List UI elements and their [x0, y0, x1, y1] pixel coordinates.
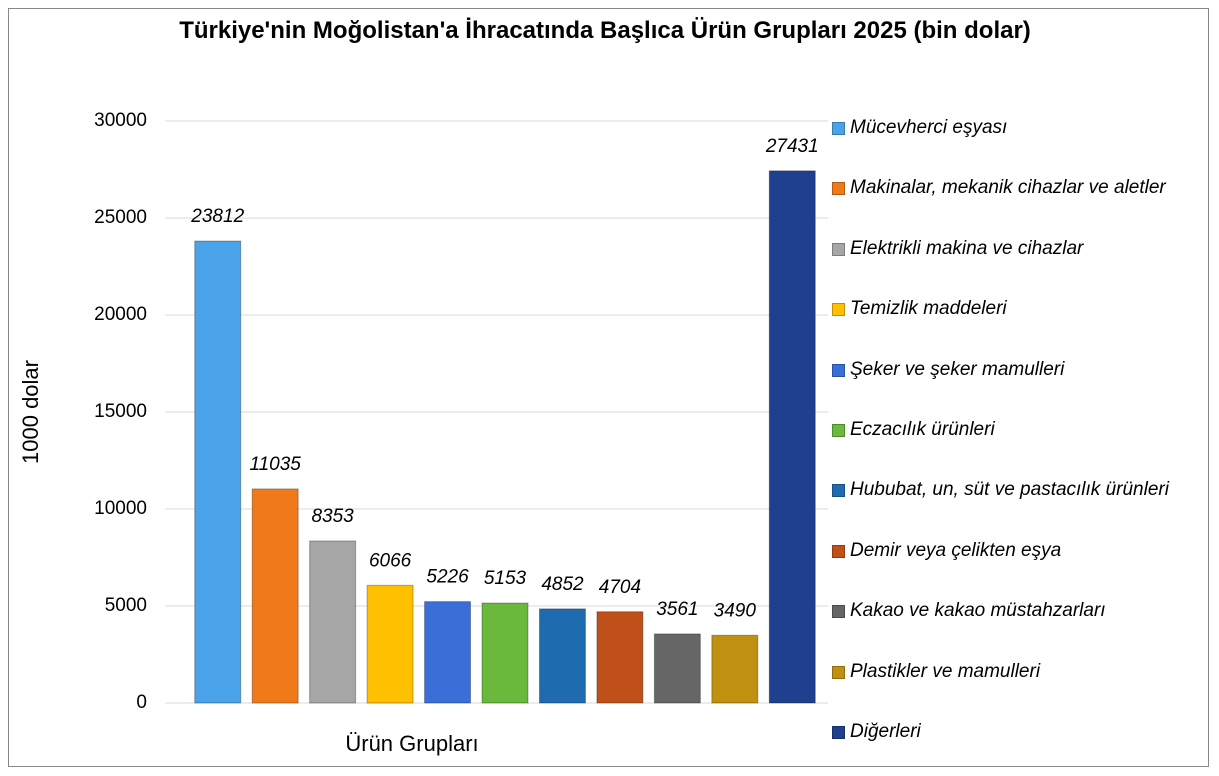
legend-swatch [832, 182, 845, 196]
bar [481, 602, 529, 704]
legend-label: Demir veya çelikten eşya [850, 539, 1062, 561]
legend-label: Şeker ve şeker mamulleri [850, 358, 1065, 380]
bar [768, 170, 816, 704]
legend-swatch [832, 725, 845, 739]
frame [8, 8, 1209, 767]
data-label: 4704 [599, 577, 641, 598]
legend-label: Eczacılık ürünleri [850, 418, 995, 440]
y-tick-label: 15000 [94, 401, 147, 422]
data-label: 4852 [541, 574, 584, 595]
legend-label: Plastikler ve mamulleri [850, 660, 1041, 682]
chart-title: Türkiye'nin Moğolistan'a İhracatında Baş… [179, 17, 1031, 44]
legend-item: Elektrikli makina ve cihazlar [832, 237, 1192, 261]
data-label: 11035 [249, 454, 301, 475]
data-label: 5153 [484, 568, 527, 589]
legend-label: Diğerleri [850, 720, 921, 742]
legend-swatch [832, 242, 845, 256]
y-tick-label: 5000 [105, 595, 147, 616]
legend-item: Makinalar, mekanik cihazlar ve aletler [832, 176, 1192, 200]
bar [596, 611, 644, 704]
data-label: 6066 [369, 550, 412, 571]
bar [309, 540, 357, 704]
data-label: 27431 [765, 136, 819, 157]
bar [194, 240, 242, 704]
legend-item: Diğerleri [832, 720, 1192, 744]
legend-item: Plastikler ve mamulleri [832, 660, 1192, 684]
legend-swatch [832, 544, 845, 558]
legend-label: Temizlik maddeleri [850, 298, 1007, 320]
legend-label: Makinalar, mekanik cihazlar ve aletler [850, 177, 1166, 199]
legend-item: Eczacılık ürünleri [832, 418, 1192, 442]
legend-label: Hububat, un, süt ve pastacılık ürünleri [850, 479, 1169, 501]
bar [653, 633, 701, 704]
x-axis-label: Ürün Grupları [345, 731, 478, 756]
legend: Mücevherci eşyası Makinalar, mekanik ciha… [832, 116, 1192, 744]
legend-swatch [832, 122, 845, 135]
y-tick-label: 10000 [94, 498, 147, 519]
legend-swatch [832, 665, 845, 679]
legend-item: Demir veya çelikten eşya [832, 539, 1192, 563]
legend-swatch [832, 605, 845, 619]
legend-swatch [832, 484, 845, 498]
y-tick-label: 0 [136, 692, 147, 713]
y-tick-label: 25000 [94, 207, 147, 228]
data-label: 8353 [311, 506, 354, 527]
data-label: 23812 [190, 206, 244, 227]
bar [538, 608, 586, 704]
legend-swatch [832, 303, 845, 317]
legend-label: Elektrikli makina ve cihazlar [850, 237, 1084, 259]
y-axis-label: 1000 dolar [18, 360, 43, 464]
legend-swatch [832, 363, 845, 377]
data-label: 3490 [714, 600, 757, 621]
bar [366, 584, 414, 704]
data-label: 5226 [426, 567, 469, 588]
bar [711, 634, 759, 704]
legend-label: Mücevherci eşyası [850, 117, 1008, 138]
legend-item: Şeker ve şeker mamulleri [832, 358, 1192, 382]
legend-item: Temizlik maddeleri [832, 297, 1192, 321]
legend-item: Kakao ve kakao müstahzarları [832, 599, 1192, 623]
data-label: 3561 [656, 599, 698, 620]
bar [251, 488, 299, 704]
legend-item: Hububat, un, süt ve pastacılık ürünleri [832, 478, 1192, 502]
legend-swatch [832, 423, 845, 437]
y-tick-label: 30000 [94, 110, 147, 131]
legend-label: Kakao ve kakao müstahzarları [850, 600, 1106, 622]
bar [424, 601, 472, 704]
legend-item: Mücevherci eşyası [832, 116, 1192, 140]
y-tick-label: 20000 [94, 304, 147, 325]
